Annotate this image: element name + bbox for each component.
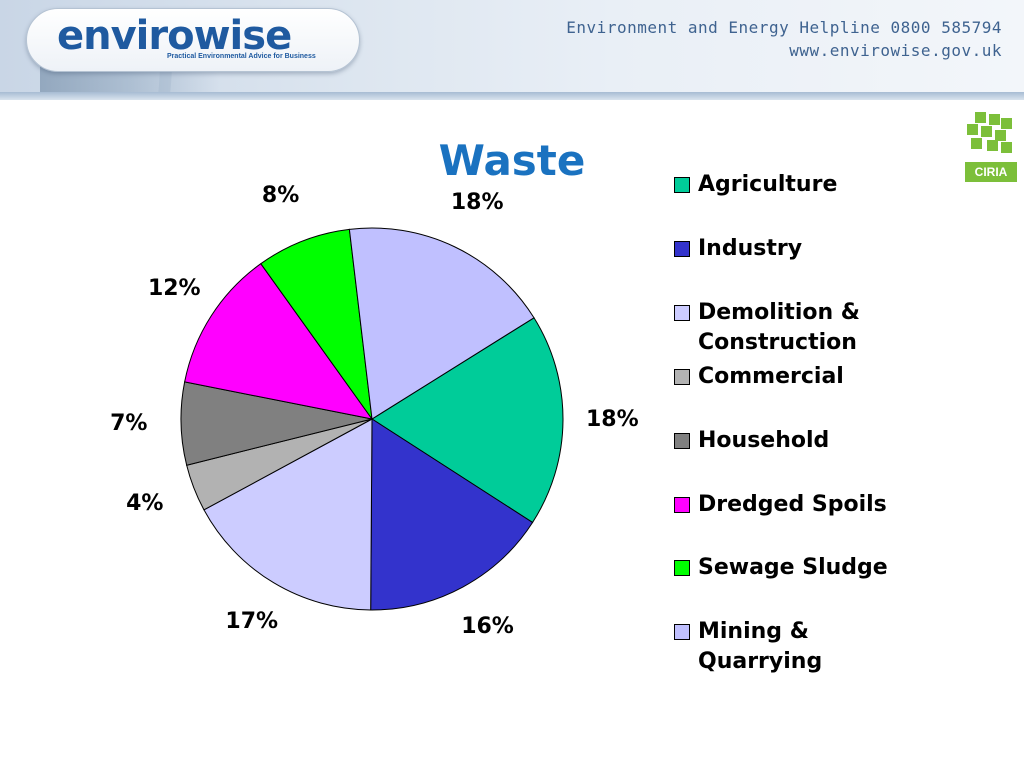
- logo-wordmark: envirowise: [57, 13, 292, 59]
- pie-value-label: 17%: [225, 609, 279, 634]
- legend-item: Household: [674, 426, 938, 456]
- envirowise-logo: envirowise Practical Environmental Advic…: [26, 8, 360, 72]
- website-text: www.envirowise.gov.uk: [789, 41, 1002, 60]
- legend-label: Demolition & Construction: [698, 300, 860, 355]
- pie-slice-mining-quarrying: [348, 227, 535, 420]
- chart-title: Waste: [438, 136, 586, 185]
- pie-value-label: 18%: [585, 406, 639, 432]
- pie-value-label: 18%: [450, 190, 504, 216]
- pie-slice-dredged-spoils: [184, 263, 374, 420]
- legend-label: Sewage Sludge: [698, 555, 888, 580]
- legend-label: Agriculture: [698, 172, 838, 197]
- legend-item: Sewage Sludge: [674, 553, 938, 583]
- legend-label: Commercial: [698, 364, 844, 389]
- pie-slice-industry: [370, 418, 534, 611]
- legend-label: Dredged Spoils: [698, 492, 887, 517]
- legend-swatch: [674, 241, 690, 257]
- pie-value-label: 4%: [126, 491, 164, 517]
- legend-swatch: [674, 369, 690, 385]
- legend-item: Agriculture: [674, 170, 938, 200]
- legend-label: Household: [698, 428, 830, 453]
- header-banner: envirowise Practical Environmental Advic…: [0, 0, 1024, 100]
- legend-swatch: [674, 177, 690, 193]
- pie-value-label: 7%: [110, 410, 148, 436]
- banner-divider: [0, 92, 1024, 100]
- pie-value-label: 12%: [147, 276, 201, 302]
- pie-slice-demolition-construction: [203, 418, 373, 611]
- legend-swatch: [674, 305, 690, 321]
- legend-swatch: [674, 624, 690, 640]
- helpline-text: Environment and Energy Helpline 0800 585…: [566, 18, 1002, 37]
- legend-swatch: [674, 560, 690, 576]
- legend-item: Dredged Spoils: [674, 490, 938, 520]
- legend-label: Industry: [698, 236, 803, 261]
- helpline-block: Environment and Energy Helpline 0800 585…: [566, 16, 1002, 62]
- legend-item: Demolition & Construction: [674, 298, 938, 358]
- ciria-logo: CIRIA: [961, 112, 1017, 184]
- legend-label: Mining & Quarrying: [698, 619, 823, 674]
- pie-slice-sewage-sludge: [260, 228, 373, 420]
- logo-tagline: Practical Environmental Advice for Busin…: [167, 53, 316, 60]
- ciria-label: CIRIA: [965, 162, 1017, 182]
- legend-swatch: [674, 433, 690, 449]
- pie-value-label: 16%: [461, 614, 514, 640]
- legend-item: Commercial: [674, 362, 938, 392]
- legend-swatch: [674, 497, 690, 513]
- ciria-grid-icon: [965, 112, 1013, 158]
- legend-item: Industry: [674, 234, 938, 264]
- pie-value-label: 8%: [261, 183, 300, 209]
- pie-slice-agriculture: [371, 317, 564, 524]
- legend-item: Mining & Quarrying: [674, 617, 938, 677]
